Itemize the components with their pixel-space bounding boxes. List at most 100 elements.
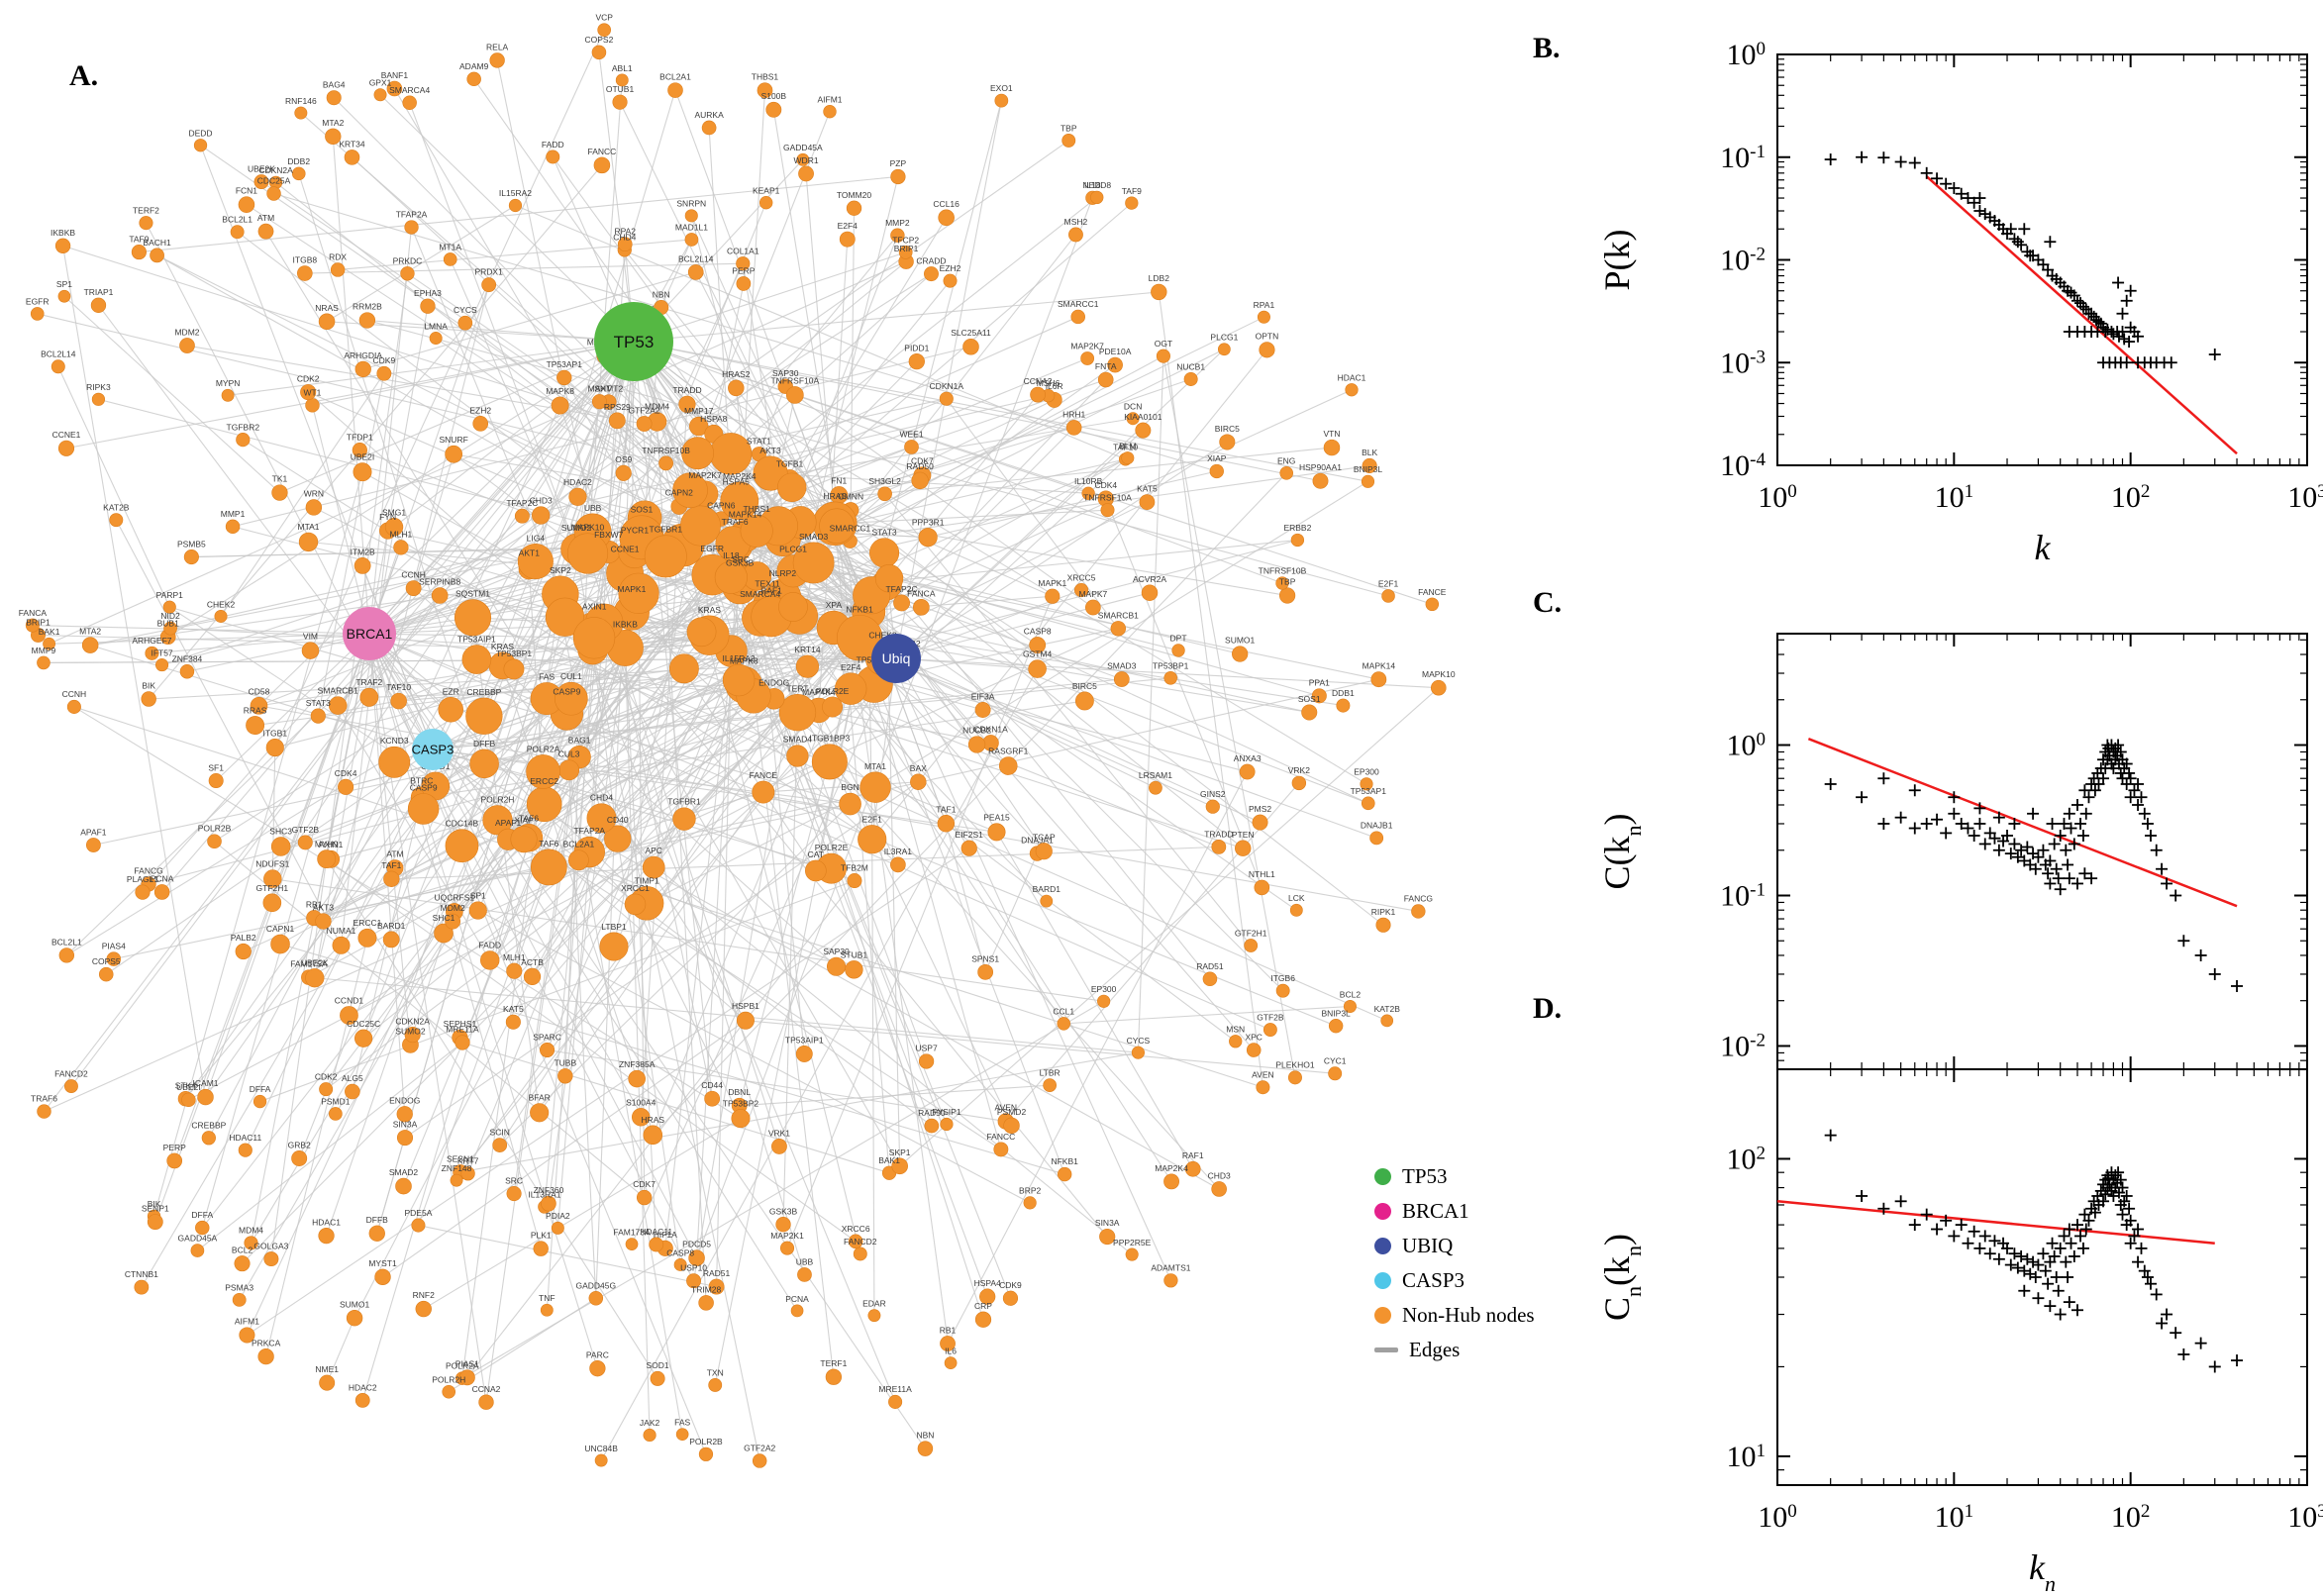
svg-text:FADD: FADD <box>478 941 501 950</box>
svg-text:ITGB1BP3: ITGB1BP3 <box>810 734 851 744</box>
svg-text:CDK9: CDK9 <box>373 355 396 365</box>
svg-text:AIFM1: AIFM1 <box>817 94 842 104</box>
svg-text:AIFM1: AIFM1 <box>235 1317 259 1327</box>
svg-text:MSH2: MSH2 <box>1064 217 1088 227</box>
svg-text:KRAS: KRAS <box>491 642 514 651</box>
svg-text:SNURF: SNURF <box>440 435 468 445</box>
svg-text:TRAF2: TRAF2 <box>355 677 382 687</box>
svg-text:XIAP: XIAP <box>1207 453 1227 463</box>
svg-text:POLR2E: POLR2E <box>815 843 849 852</box>
svg-text:KAT5: KAT5 <box>1137 484 1158 494</box>
svg-text:SKP2: SKP2 <box>550 565 571 575</box>
svg-text:WEE1: WEE1 <box>899 429 923 439</box>
svg-text:LTBP1: LTBP1 <box>601 922 627 932</box>
svg-text:ICAM1: ICAM1 <box>193 1078 219 1088</box>
svg-text:MLH1: MLH1 <box>503 952 526 962</box>
svg-text:RASGRF1: RASGRF1 <box>988 747 1028 756</box>
svg-text:BCL2L1: BCL2L1 <box>51 937 82 947</box>
svg-text:NRAS: NRAS <box>315 303 339 313</box>
svg-text:CHEK2: CHEK2 <box>868 630 897 640</box>
svg-text:EGFR: EGFR <box>26 296 50 306</box>
svg-text:ITGB1: ITGB1 <box>262 728 287 738</box>
svg-text:SHMT2: SHMT2 <box>594 384 623 394</box>
svg-text:SUMO2: SUMO2 <box>395 1026 426 1036</box>
svg-text:CRP: CRP <box>974 1301 992 1311</box>
svg-text:MTA2: MTA2 <box>79 627 101 637</box>
svg-text:101: 101 <box>1727 1441 1767 1473</box>
svg-text:SAP30: SAP30 <box>772 368 799 378</box>
svg-text:NFKB1: NFKB1 <box>846 604 873 614</box>
svg-text:100: 100 <box>1758 1501 1797 1534</box>
svg-text:MAP2K1: MAP2K1 <box>770 1231 804 1241</box>
svg-text:OPTN: OPTN <box>1256 332 1279 342</box>
legend-label: UBIQ <box>1402 1234 1454 1257</box>
svg-text:S100A4: S100A4 <box>626 1097 656 1107</box>
svg-text:MRE11A: MRE11A <box>446 1025 479 1035</box>
svg-text:USP10: USP10 <box>680 1263 707 1273</box>
svg-text:EZH2: EZH2 <box>469 405 491 415</box>
svg-text:POLR2H: POLR2H <box>432 1374 465 1384</box>
svg-text:PLAGL1: PLAGL1 <box>127 874 158 884</box>
svg-text:BLM: BLM <box>1119 441 1136 450</box>
svg-text:CDK2: CDK2 <box>297 373 320 383</box>
svg-text:ACVR2A: ACVR2A <box>1133 574 1166 584</box>
svg-text:IKBKB: IKBKB <box>50 228 75 238</box>
svg-text:HSPA8: HSPA8 <box>700 414 728 424</box>
svg-text:BNIP3L: BNIP3L <box>1321 1008 1351 1018</box>
edge-swatch-icon <box>1374 1347 1398 1352</box>
svg-text:SMAD2: SMAD2 <box>389 1167 419 1177</box>
svg-text:BUB1: BUB1 <box>157 619 179 629</box>
svg-text:PIAS1: PIAS1 <box>455 1359 479 1369</box>
svg-text:MAP2K7: MAP2K7 <box>688 470 722 480</box>
svg-text:CRADD: CRADD <box>916 255 946 265</box>
svg-text:VIM: VIM <box>303 632 318 642</box>
svg-text:AKT3: AKT3 <box>759 446 781 455</box>
ubiq-swatch-icon <box>1374 1238 1391 1254</box>
svg-text:SF1: SF1 <box>208 762 224 772</box>
svg-text:NBN: NBN <box>916 1431 934 1441</box>
svg-text:RAD50: RAD50 <box>906 461 934 471</box>
svg-text:TAF1: TAF1 <box>381 860 401 870</box>
svg-text:BCL2L14: BCL2L14 <box>41 349 76 359</box>
svg-text:10-3: 10-3 <box>1720 347 1766 379</box>
svg-text:UBE2K: UBE2K <box>248 163 275 173</box>
ppi-network-diagram: MLH1 ATM CHEK2 CDK2 CDK4 CDK7 CDK9 CCND1 CCNE1 CC… <box>19 13 1456 1468</box>
svg-text:TAF10: TAF10 <box>386 682 411 692</box>
svg-text:MMP1: MMP1 <box>221 509 246 519</box>
svg-text:POLR2B: POLR2B <box>689 1437 723 1446</box>
svg-text:TP53AIP1: TP53AIP1 <box>457 635 496 645</box>
svg-text:PDCD5: PDCD5 <box>682 1240 711 1249</box>
svg-text:HSPA5: HSPA5 <box>723 477 751 487</box>
svg-text:UBE2I: UBE2I <box>351 452 375 462</box>
svg-text:IFT57: IFT57 <box>151 648 172 657</box>
svg-text:SENP1: SENP1 <box>142 1203 169 1213</box>
svg-text:CDKN1A: CDKN1A <box>973 724 1008 734</box>
svg-text:RRAS: RRAS <box>244 705 267 715</box>
svg-text:BAK1: BAK1 <box>39 627 60 637</box>
svg-text:HSP90AA1: HSP90AA1 <box>1299 462 1342 472</box>
svg-text:HRAS: HRAS <box>641 1115 664 1125</box>
svg-text:PDE10A: PDE10A <box>1099 347 1132 356</box>
svg-text:SUMO1: SUMO1 <box>1225 636 1256 646</box>
svg-text:STAT3: STAT3 <box>871 528 896 538</box>
svg-text:MTA1: MTA1 <box>298 522 320 532</box>
svg-text:RDX: RDX <box>329 252 347 262</box>
svg-text:SH3GL2: SH3GL2 <box>868 476 901 486</box>
svg-text:CAPN1: CAPN1 <box>266 924 295 934</box>
svg-text:TP53BP2: TP53BP2 <box>723 1098 759 1108</box>
svg-text:TFCP2: TFCP2 <box>892 235 919 245</box>
svg-text:POLR2A: POLR2A <box>527 744 560 753</box>
svg-text:PPP2R5E: PPP2R5E <box>1113 1238 1152 1247</box>
svg-text:USP7: USP7 <box>915 1044 937 1053</box>
svg-text:RPS29: RPS29 <box>604 402 631 412</box>
svg-text:RB1: RB1 <box>940 1325 957 1335</box>
svg-text:MMP2: MMP2 <box>885 218 910 228</box>
svg-text:103: 103 <box>2287 481 2323 514</box>
svg-text:STUB1: STUB1 <box>841 949 868 959</box>
svg-text:SMAD3: SMAD3 <box>799 532 829 542</box>
svg-text:MAP2K7: MAP2K7 <box>1070 341 1104 350</box>
svg-text:AKT3: AKT3 <box>313 903 335 913</box>
svg-text:NBN: NBN <box>653 289 670 299</box>
svg-text:CUL1: CUL1 <box>560 671 582 681</box>
svg-text:E2F1: E2F1 <box>1378 578 1399 588</box>
